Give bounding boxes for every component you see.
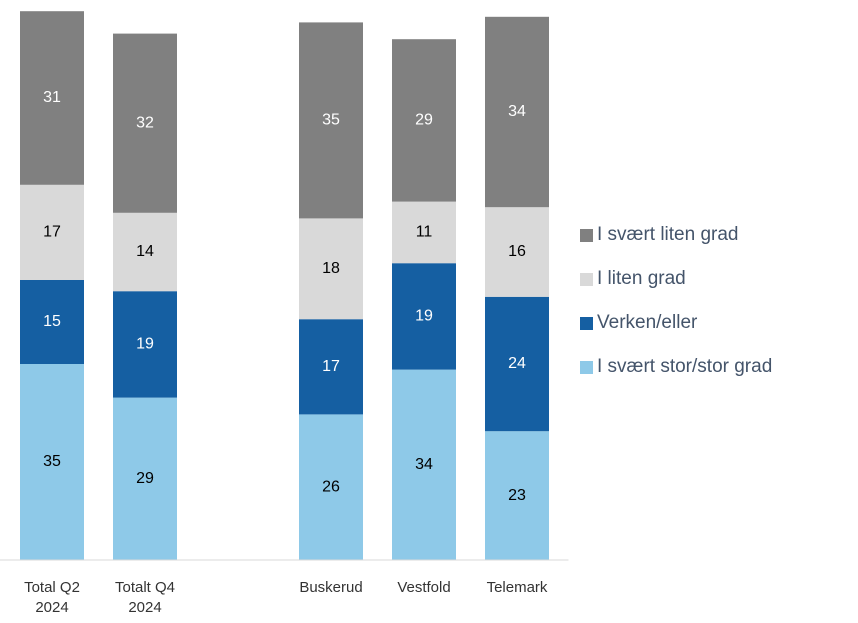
value-label: 34 (508, 103, 526, 120)
x-tick-label: Telemark (486, 579, 548, 596)
value-label: 17 (322, 358, 340, 375)
value-label: 19 (415, 308, 433, 325)
bar-segment (113, 291, 177, 398)
bar-segment (113, 33, 177, 213)
legend-swatch (580, 272, 593, 286)
value-label: 32 (136, 114, 154, 131)
legend-label: Verken/eller (597, 312, 698, 333)
legend-item: I svært stor/stor grad (580, 356, 772, 378)
legend-item: I svært liten grad (580, 224, 739, 246)
value-label: 24 (508, 355, 526, 372)
value-label: 29 (415, 112, 433, 129)
bar-segment (113, 212, 177, 292)
bar-segment (485, 207, 549, 297)
value-label: 35 (43, 453, 61, 470)
value-label: 14 (136, 243, 154, 260)
bar-segment (485, 431, 549, 560)
bar-segment (20, 11, 84, 185)
legend-label: I svært stor/stor grad (597, 356, 773, 377)
bar-segment (299, 414, 363, 560)
legend-swatch (580, 360, 593, 374)
legend-item: I liten grad (580, 268, 686, 290)
bar-segment (485, 296, 549, 432)
value-label: 35 (322, 112, 340, 129)
value-label: 23 (508, 487, 526, 504)
value-label: 17 (43, 224, 61, 241)
bar-segment (392, 201, 456, 264)
legend-label: I liten grad (597, 268, 686, 289)
x-tick-label: Total Q2 2024 (24, 579, 80, 616)
bar-segment (20, 184, 84, 280)
value-label: 15 (43, 313, 61, 330)
bar-segment (392, 263, 456, 370)
x-tick-label: Totalt Q4 2024 (114, 579, 176, 616)
bar-segment (392, 369, 456, 560)
legend-swatch (580, 316, 593, 330)
value-label: 18 (322, 260, 340, 277)
value-label: 26 (322, 478, 340, 495)
legend-swatch (580, 228, 593, 242)
bar-segment (20, 364, 84, 560)
value-label: 16 (508, 243, 526, 260)
bar-segment (113, 397, 177, 560)
value-label: 34 (415, 456, 433, 473)
x-tick-label: Vestfold (397, 579, 451, 596)
legend-item: Verken/eller (580, 312, 697, 334)
value-label: 31 (43, 89, 61, 106)
bar-segment (392, 39, 456, 202)
bar-segment (299, 22, 363, 219)
bar-segment (20, 280, 84, 364)
bar-segment (299, 218, 363, 320)
value-label: 19 (136, 336, 154, 353)
value-label: 11 (416, 224, 433, 241)
bar-segment (299, 319, 363, 415)
bar-segment (485, 16, 549, 208)
value-label: 29 (136, 470, 154, 487)
legend-label: I svært liten grad (597, 224, 739, 245)
x-tick-label: Buskerud (299, 579, 363, 596)
